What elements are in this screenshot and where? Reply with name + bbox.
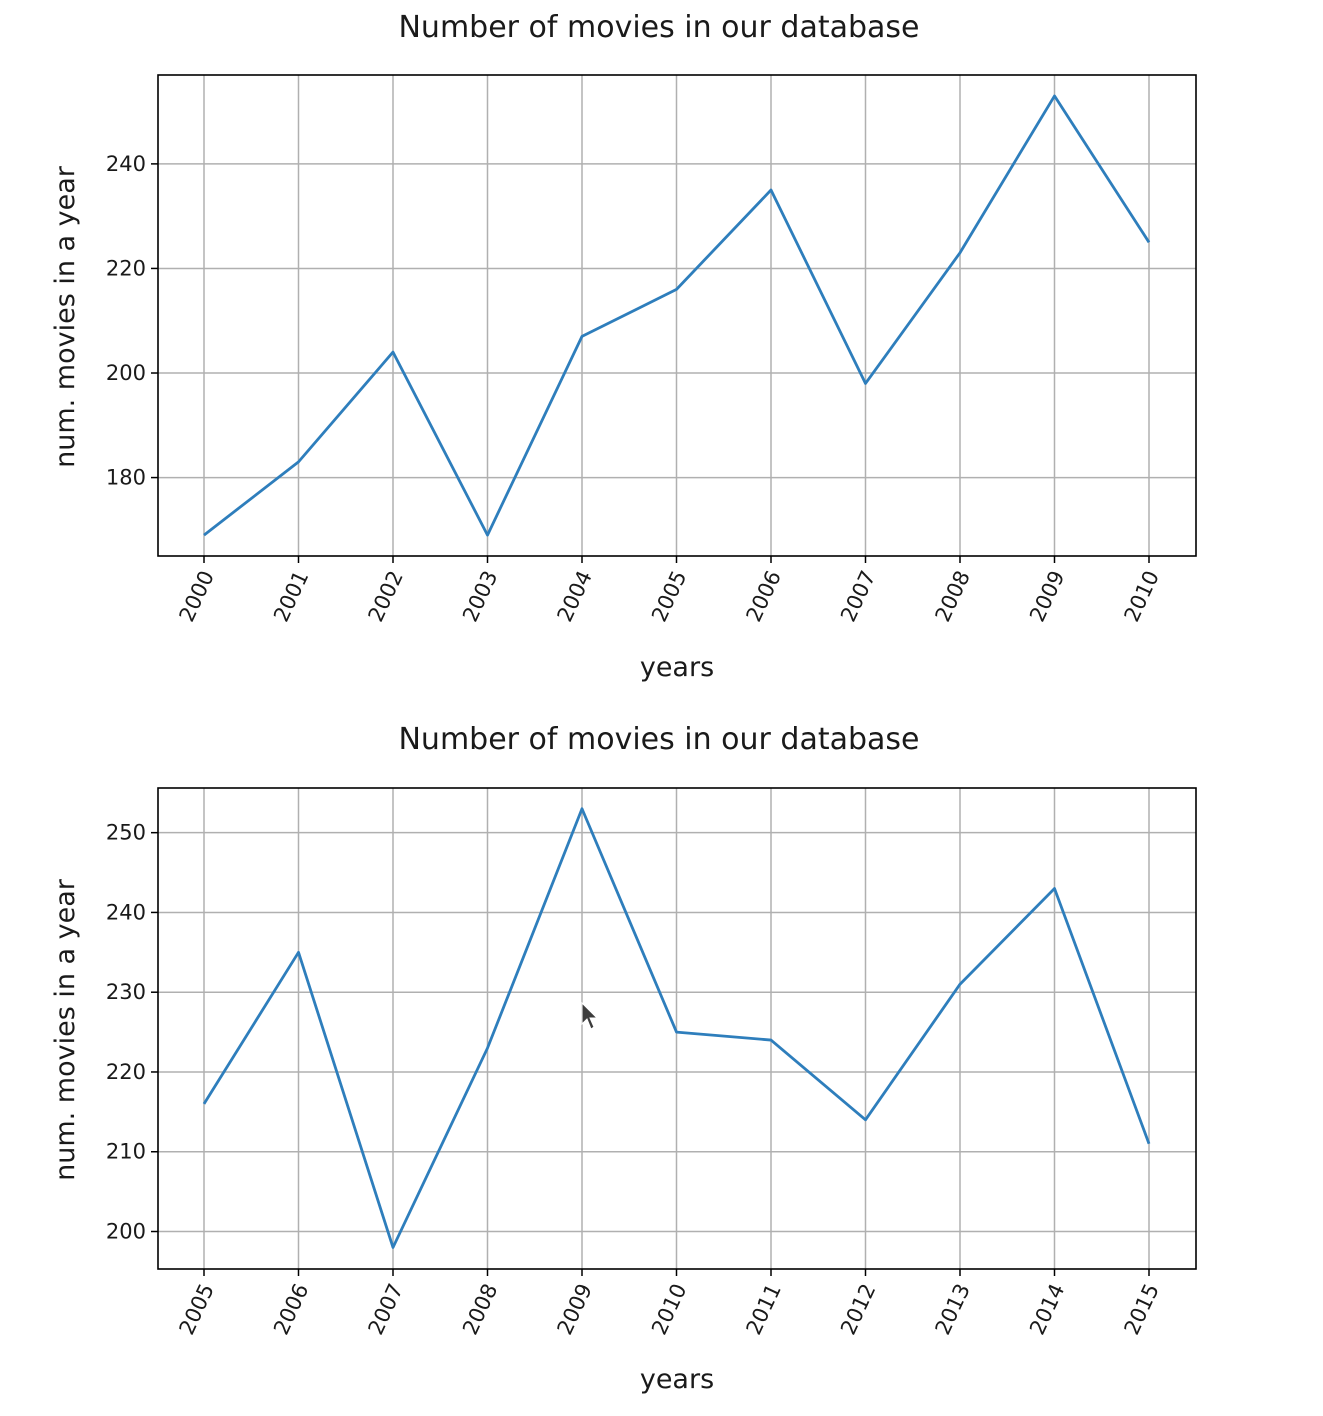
x-tick-label: 2007 <box>364 1280 408 1339</box>
x-tick-label: 2002 <box>364 567 408 626</box>
x-tick-label: 2010 <box>1120 567 1164 626</box>
x-tick-label: 2014 <box>1025 1280 1069 1339</box>
x-axis-label: years <box>640 652 714 683</box>
mouse-cursor-icon <box>581 1001 599 1030</box>
x-axis-label: years <box>640 1364 714 1395</box>
x-tick-label: 2009 <box>553 1280 597 1339</box>
grid <box>158 75 1196 556</box>
y-axis-label: num. movies in a year <box>50 165 81 468</box>
chart-title: Number of movies in our database <box>398 722 919 757</box>
x-tick-label: 2010 <box>647 1280 691 1339</box>
x-tick-label: 2015 <box>1120 1280 1164 1339</box>
y-tick-label: 240 <box>106 900 146 924</box>
x-tick-label: 2006 <box>269 1280 313 1339</box>
x-tick-label: 2003 <box>458 567 502 626</box>
grid <box>158 788 1196 1269</box>
y-axis-label: num. movies in a year <box>50 878 81 1181</box>
x-tick-label: 2008 <box>931 567 975 626</box>
x-tick-label: 2006 <box>742 567 786 626</box>
chart-bottom: Number of movies in our database years n… <box>50 722 1197 1395</box>
series-line <box>203 94 1151 537</box>
y-tick-label: 200 <box>106 1220 146 1244</box>
x-tick-label: 2008 <box>458 1280 502 1339</box>
chart-title: Number of movies in our database <box>398 10 919 45</box>
y-tick-label: 220 <box>106 1060 146 1084</box>
x-tick-label: 2004 <box>553 567 597 626</box>
y-tick-label: 220 <box>106 256 146 280</box>
plot-frame <box>157 787 1197 1270</box>
x-tick-label: 2005 <box>175 1280 219 1339</box>
x-tick-label: 2000 <box>175 567 219 626</box>
series <box>203 94 1151 537</box>
x-tick-label: 2009 <box>1025 567 1069 626</box>
x-tick-label: 2007 <box>836 567 880 626</box>
x-tick-label: 2005 <box>647 567 691 626</box>
y-tick-label: 250 <box>106 821 146 845</box>
y-tick-label: 210 <box>106 1140 146 1164</box>
series-line <box>202 807 1151 1249</box>
x-tick-label: 2012 <box>836 1280 880 1339</box>
y-tick-label: 240 <box>106 152 146 176</box>
plot-frame <box>157 74 1197 557</box>
y-tick-label: 230 <box>106 980 146 1004</box>
y-tick-label: 200 <box>106 361 146 385</box>
x-tick-label: 2011 <box>742 1280 786 1339</box>
ticks: 2005 2006 2007 2008 2009 2010 2011 2012 2013 2014… <box>106 821 1164 1339</box>
y-tick-label: 180 <box>106 466 146 490</box>
x-tick-label: 2013 <box>931 1280 975 1339</box>
ticks: 2000 2001 2002 2003 2004 2005 2006 2007 2008 2009… <box>106 152 1164 626</box>
chart-top: Number of movies in our database years n… <box>50 10 1197 683</box>
series <box>202 807 1151 1249</box>
x-tick-label: 2001 <box>269 567 313 626</box>
